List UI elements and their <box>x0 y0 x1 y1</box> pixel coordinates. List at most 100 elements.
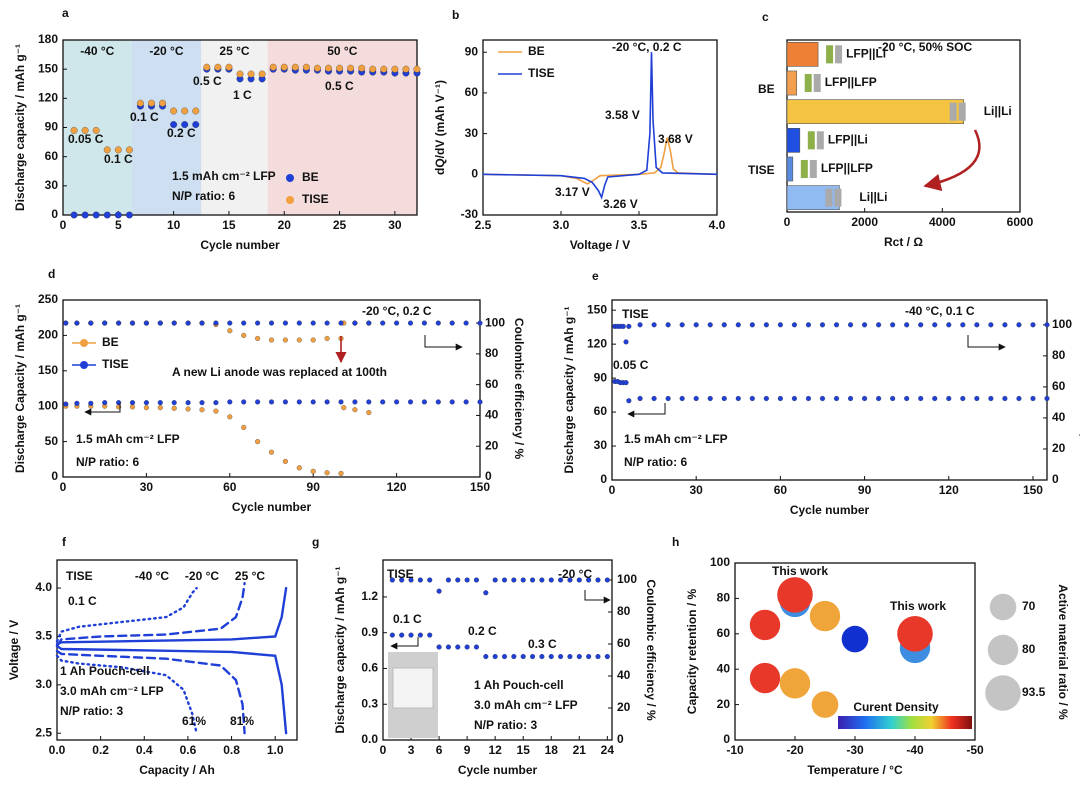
plot-frame <box>482 39 718 216</box>
data-point <box>143 320 149 326</box>
data-point <box>407 320 414 326</box>
bar-label: LFP||LFP <box>821 161 873 175</box>
cell-icon <box>800 159 808 179</box>
data-point <box>791 322 797 328</box>
y-tick-label: 90 <box>594 370 608 384</box>
annotation: N/P ratio: 6 <box>172 189 235 203</box>
x-tick-label: 21 <box>573 743 587 757</box>
data-point <box>336 64 344 72</box>
data-point <box>455 577 461 583</box>
data-point <box>338 399 344 405</box>
data-point <box>325 64 332 72</box>
data-point <box>185 320 191 326</box>
band-label: -20 °C <box>149 44 183 58</box>
data-point <box>171 400 177 406</box>
y-tick-label: 60 <box>717 626 731 640</box>
panel-label: a <box>62 6 69 20</box>
band-label: 50 °C <box>327 44 357 58</box>
x-tick-label: 1.0 <box>267 743 284 757</box>
size-legend-label: 80 <box>1022 642 1036 656</box>
bar-label: LFP||Li <box>828 133 868 147</box>
legend-label: TISE <box>102 357 129 371</box>
data-point <box>268 320 275 326</box>
legend-label: BE <box>302 170 319 184</box>
plot-frame <box>382 559 613 741</box>
data-point <box>511 577 517 583</box>
y-tick-label: 4.0 <box>35 580 52 594</box>
y2-tick-label: 80 <box>485 346 499 360</box>
annotation: 0.05 C <box>613 358 649 372</box>
plot-frame <box>611 299 1048 481</box>
data-point <box>324 399 330 405</box>
size-legend-circle <box>989 593 1017 621</box>
y2-tick-label: 100 <box>485 315 505 329</box>
annotation: 61% <box>182 714 206 728</box>
y-axis-label: Discharge capacity / mAh g⁻¹ <box>562 306 576 473</box>
group-label: TISE <box>748 163 775 177</box>
data-point <box>310 337 316 343</box>
data-point <box>501 654 508 660</box>
x-axis-label: Cycle number <box>200 238 280 252</box>
x-tick-label: 0 <box>380 743 387 757</box>
bar-label: LFP||LFP <box>825 75 877 89</box>
data-point <box>227 328 233 334</box>
data-point <box>70 211 78 219</box>
bubble <box>749 662 781 694</box>
bubble <box>811 691 839 718</box>
data-point <box>394 399 400 405</box>
data-point <box>904 322 910 328</box>
data-point <box>181 107 189 115</box>
band-label: 25 °C <box>219 44 249 58</box>
series-label: -20 °C <box>185 569 219 583</box>
y-tick-label: 0 <box>51 469 58 483</box>
data-point <box>763 322 769 328</box>
data-point <box>539 654 545 660</box>
data-point <box>92 211 100 219</box>
data-point <box>102 400 108 406</box>
x-tick-label: 6000 <box>1007 215 1034 229</box>
x-tick-label: 150 <box>1023 483 1043 497</box>
annotation: -20 °C, 50% SOC <box>878 40 973 54</box>
data-point <box>651 395 657 402</box>
data-point <box>586 654 592 660</box>
data-point <box>63 320 69 326</box>
data-point <box>157 320 163 326</box>
cell-icon <box>813 73 821 93</box>
axis-arrow <box>584 590 611 604</box>
data-line <box>482 52 718 200</box>
y-tick-label: 120 <box>38 91 58 105</box>
legend-label: TISE <box>622 307 649 321</box>
y-tick-label: 30 <box>594 438 608 452</box>
data-point <box>366 410 372 416</box>
bar-label: LFP||Li <box>846 47 886 61</box>
data-point <box>511 654 517 660</box>
data-point <box>918 322 924 328</box>
data-point <box>626 323 632 329</box>
data-point <box>268 399 275 405</box>
data-point <box>862 395 868 402</box>
colorbar-label: Curent Density <box>853 700 939 714</box>
cell-icon <box>949 102 957 121</box>
y2-tick-label: 0 <box>1052 472 1059 486</box>
data-point <box>665 395 671 402</box>
y-tick-label: 180 <box>38 32 58 46</box>
y2-tick-label: 0 <box>617 732 624 746</box>
data-point <box>129 400 136 406</box>
annotation: 1.5 mAh cm⁻² LFP <box>624 432 728 446</box>
data-point <box>324 335 330 342</box>
data-point <box>255 439 261 445</box>
data-point <box>665 322 671 328</box>
data-point <box>380 320 386 326</box>
y2-tick-label: 60 <box>485 377 499 391</box>
data-point <box>595 577 601 583</box>
data-point <box>129 320 136 326</box>
x-axis-label: Rct / Ω <box>884 235 923 249</box>
data-point <box>1044 322 1050 328</box>
data-point <box>501 577 508 583</box>
data-point <box>227 320 233 326</box>
y-tick-label: 20 <box>717 697 731 711</box>
y-tick-label: 30 <box>465 126 479 140</box>
cell-icon <box>816 131 824 150</box>
data-point <box>862 322 868 328</box>
